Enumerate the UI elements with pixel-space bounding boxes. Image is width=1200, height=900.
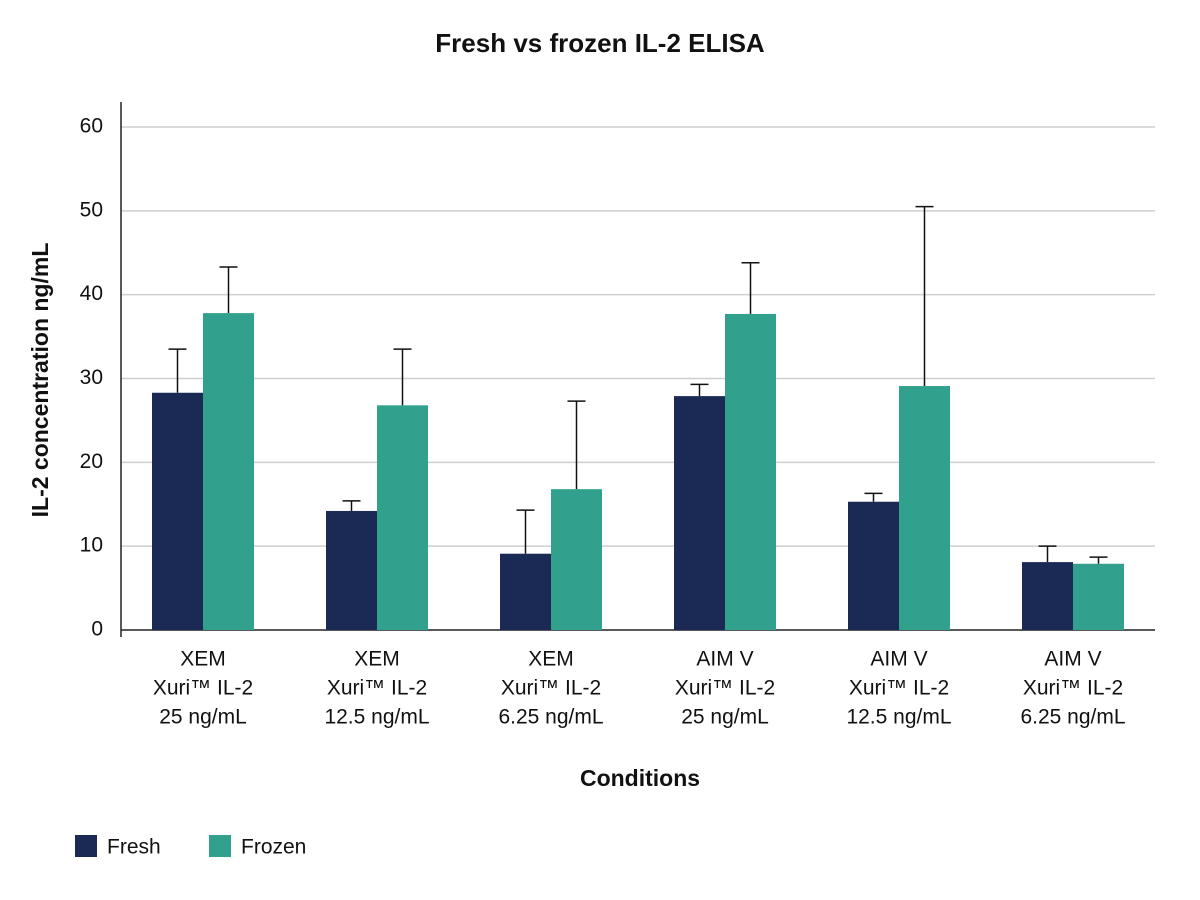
x-tick-label: AIM V — [1044, 648, 1101, 671]
bar — [725, 313, 776, 630]
x-tick-label: AIM V — [696, 648, 753, 671]
y-tick-label: 10 — [80, 534, 103, 557]
y-tick-label: 50 — [80, 198, 103, 221]
y-tick-label: 60 — [80, 115, 103, 138]
x-tick-label: 12.5 ng/mL — [846, 706, 951, 729]
x-tick-label: Xuri™ IL-2 — [1023, 677, 1123, 700]
x-tick-label: 12.5 ng/mL — [324, 706, 429, 729]
x-tick-label: XEM — [180, 648, 226, 671]
x-axis-label: Conditions — [580, 765, 700, 791]
x-tick-label: 6.25 ng/mL — [1020, 706, 1125, 729]
x-tick-label: Xuri™ IL-2 — [327, 677, 427, 700]
x-tick-label: Xuri™ IL-2 — [501, 677, 601, 700]
y-tick-label: 30 — [80, 366, 103, 389]
bar — [551, 489, 602, 630]
bar — [326, 510, 377, 630]
bar — [1022, 562, 1073, 630]
bar — [674, 396, 725, 630]
y-tick-label: 40 — [80, 282, 103, 305]
bar — [1073, 563, 1124, 630]
x-tick-label: 25 ng/mL — [681, 706, 769, 729]
chart-title: Fresh vs frozen IL-2 ELISA — [435, 28, 765, 58]
bar — [500, 553, 551, 630]
legend-swatch — [75, 835, 97, 857]
x-tick-label: XEM — [528, 648, 574, 671]
legend-swatch — [209, 835, 231, 857]
x-tick-label: XEM — [354, 648, 400, 671]
x-tick-label: AIM V — [870, 648, 927, 671]
y-tick-label: 20 — [80, 450, 103, 473]
legend-label: Frozen — [241, 836, 306, 859]
x-tick-label: Xuri™ IL-2 — [849, 677, 949, 700]
bar — [848, 501, 899, 630]
y-axis-label: IL-2 concentration ng/mL — [27, 243, 53, 518]
x-tick-label: Xuri™ IL-2 — [153, 677, 253, 700]
x-tick-label: 6.25 ng/mL — [498, 706, 603, 729]
bar — [203, 313, 254, 630]
y-tick-label: 0 — [91, 618, 103, 641]
x-tick-label: Xuri™ IL-2 — [675, 677, 775, 700]
x-tick-label: 25 ng/mL — [159, 706, 247, 729]
bar — [377, 405, 428, 630]
bar — [152, 392, 203, 630]
legend-label: Fresh — [107, 836, 161, 859]
bar — [899, 386, 950, 630]
